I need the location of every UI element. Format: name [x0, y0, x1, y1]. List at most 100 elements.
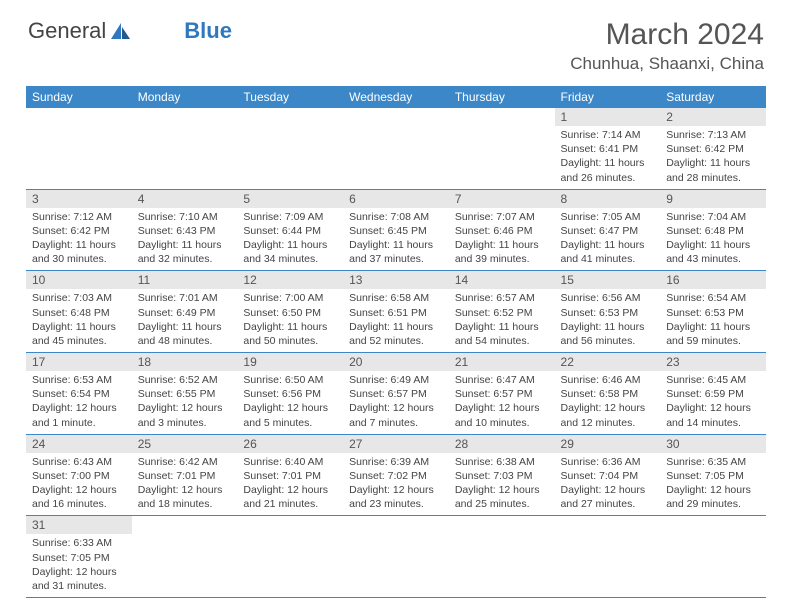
day-number: 29 — [555, 435, 661, 453]
day-number: 30 — [660, 435, 766, 453]
day-details: Sunrise: 7:10 AMSunset: 6:43 PMDaylight:… — [132, 208, 238, 271]
day-number: 22 — [555, 353, 661, 371]
day-number: 21 — [449, 353, 555, 371]
day-number: 15 — [555, 271, 661, 289]
calendar-cell: 20Sunrise: 6:49 AMSunset: 6:57 PMDayligh… — [343, 353, 449, 435]
calendar-cell-empty — [132, 516, 238, 598]
day-details: Sunrise: 6:35 AMSunset: 7:05 PMDaylight:… — [660, 453, 766, 516]
calendar-cell: 17Sunrise: 6:53 AMSunset: 6:54 PMDayligh… — [26, 353, 132, 435]
calendar-cell: 8Sunrise: 7:05 AMSunset: 6:47 PMDaylight… — [555, 189, 661, 271]
logo-text-2: Blue — [184, 18, 232, 44]
day-details: Sunrise: 7:12 AMSunset: 6:42 PMDaylight:… — [26, 208, 132, 271]
calendar-body: 1Sunrise: 7:14 AMSunset: 6:41 PMDaylight… — [26, 108, 766, 598]
calendar-cell: 16Sunrise: 6:54 AMSunset: 6:53 PMDayligh… — [660, 271, 766, 353]
day-details: Sunrise: 6:49 AMSunset: 6:57 PMDaylight:… — [343, 371, 449, 434]
day-number: 12 — [237, 271, 343, 289]
day-number: 28 — [449, 435, 555, 453]
day-details: Sunrise: 6:46 AMSunset: 6:58 PMDaylight:… — [555, 371, 661, 434]
day-details: Sunrise: 7:07 AMSunset: 6:46 PMDaylight:… — [449, 208, 555, 271]
location: Chunhua, Shaanxi, China — [570, 54, 764, 74]
calendar-cell: 5Sunrise: 7:09 AMSunset: 6:44 PMDaylight… — [237, 189, 343, 271]
day-details: Sunrise: 7:08 AMSunset: 6:45 PMDaylight:… — [343, 208, 449, 271]
calendar-row: 10Sunrise: 7:03 AMSunset: 6:48 PMDayligh… — [26, 271, 766, 353]
calendar-row: 17Sunrise: 6:53 AMSunset: 6:54 PMDayligh… — [26, 353, 766, 435]
calendar-row: 3Sunrise: 7:12 AMSunset: 6:42 PMDaylight… — [26, 189, 766, 271]
day-number: 26 — [237, 435, 343, 453]
calendar-cell: 21Sunrise: 6:47 AMSunset: 6:57 PMDayligh… — [449, 353, 555, 435]
weekday-header: Monday — [132, 86, 238, 108]
calendar-cell-empty — [449, 516, 555, 598]
calendar-cell: 1Sunrise: 7:14 AMSunset: 6:41 PMDaylight… — [555, 108, 661, 189]
day-number: 24 — [26, 435, 132, 453]
calendar-cell: 25Sunrise: 6:42 AMSunset: 7:01 PMDayligh… — [132, 434, 238, 516]
day-details: Sunrise: 6:40 AMSunset: 7:01 PMDaylight:… — [237, 453, 343, 516]
day-details: Sunrise: 6:45 AMSunset: 6:59 PMDaylight:… — [660, 371, 766, 434]
calendar-cell: 9Sunrise: 7:04 AMSunset: 6:48 PMDaylight… — [660, 189, 766, 271]
calendar-cell: 30Sunrise: 6:35 AMSunset: 7:05 PMDayligh… — [660, 434, 766, 516]
calendar-cell-empty — [555, 516, 661, 598]
day-number: 10 — [26, 271, 132, 289]
day-details: Sunrise: 6:36 AMSunset: 7:04 PMDaylight:… — [555, 453, 661, 516]
calendar-cell-empty — [132, 108, 238, 189]
calendar-cell: 28Sunrise: 6:38 AMSunset: 7:03 PMDayligh… — [449, 434, 555, 516]
calendar-cell-empty — [343, 108, 449, 189]
calendar-cell: 22Sunrise: 6:46 AMSunset: 6:58 PMDayligh… — [555, 353, 661, 435]
sail-icon — [110, 21, 132, 41]
day-details: Sunrise: 6:47 AMSunset: 6:57 PMDaylight:… — [449, 371, 555, 434]
calendar-cell: 3Sunrise: 7:12 AMSunset: 6:42 PMDaylight… — [26, 189, 132, 271]
day-details: Sunrise: 6:39 AMSunset: 7:02 PMDaylight:… — [343, 453, 449, 516]
weekday-header: Sunday — [26, 86, 132, 108]
weekday-header: Tuesday — [237, 86, 343, 108]
calendar-cell: 23Sunrise: 6:45 AMSunset: 6:59 PMDayligh… — [660, 353, 766, 435]
weekday-header: Friday — [555, 86, 661, 108]
day-details: Sunrise: 7:01 AMSunset: 6:49 PMDaylight:… — [132, 289, 238, 352]
day-number: 2 — [660, 108, 766, 126]
day-details: Sunrise: 7:14 AMSunset: 6:41 PMDaylight:… — [555, 126, 661, 189]
calendar-cell-empty — [237, 108, 343, 189]
day-number: 27 — [343, 435, 449, 453]
day-details: Sunrise: 7:04 AMSunset: 6:48 PMDaylight:… — [660, 208, 766, 271]
calendar-cell-empty — [343, 516, 449, 598]
day-number: 1 — [555, 108, 661, 126]
day-details: Sunrise: 7:03 AMSunset: 6:48 PMDaylight:… — [26, 289, 132, 352]
logo-text-1: General — [28, 18, 106, 44]
day-number: 16 — [660, 271, 766, 289]
weekday-header: Saturday — [660, 86, 766, 108]
calendar-cell: 6Sunrise: 7:08 AMSunset: 6:45 PMDaylight… — [343, 189, 449, 271]
calendar-cell: 2Sunrise: 7:13 AMSunset: 6:42 PMDaylight… — [660, 108, 766, 189]
day-details: Sunrise: 6:57 AMSunset: 6:52 PMDaylight:… — [449, 289, 555, 352]
day-number: 19 — [237, 353, 343, 371]
day-number: 8 — [555, 190, 661, 208]
day-number: 11 — [132, 271, 238, 289]
calendar-cell: 4Sunrise: 7:10 AMSunset: 6:43 PMDaylight… — [132, 189, 238, 271]
calendar-cell-empty — [449, 108, 555, 189]
calendar-table: SundayMondayTuesdayWednesdayThursdayFrid… — [26, 86, 766, 598]
day-number: 7 — [449, 190, 555, 208]
day-details: Sunrise: 7:00 AMSunset: 6:50 PMDaylight:… — [237, 289, 343, 352]
day-details: Sunrise: 7:09 AMSunset: 6:44 PMDaylight:… — [237, 208, 343, 271]
day-number: 9 — [660, 190, 766, 208]
day-number: 25 — [132, 435, 238, 453]
day-number: 23 — [660, 353, 766, 371]
calendar-row: 1Sunrise: 7:14 AMSunset: 6:41 PMDaylight… — [26, 108, 766, 189]
day-details: Sunrise: 6:54 AMSunset: 6:53 PMDaylight:… — [660, 289, 766, 352]
logo: General Blue — [28, 18, 232, 44]
day-number: 5 — [237, 190, 343, 208]
day-details: Sunrise: 6:53 AMSunset: 6:54 PMDaylight:… — [26, 371, 132, 434]
calendar-row: 24Sunrise: 6:43 AMSunset: 7:00 PMDayligh… — [26, 434, 766, 516]
day-details: Sunrise: 6:43 AMSunset: 7:00 PMDaylight:… — [26, 453, 132, 516]
calendar-cell: 14Sunrise: 6:57 AMSunset: 6:52 PMDayligh… — [449, 271, 555, 353]
calendar-cell-empty — [660, 516, 766, 598]
day-number: 3 — [26, 190, 132, 208]
day-details: Sunrise: 6:33 AMSunset: 7:05 PMDaylight:… — [26, 534, 132, 597]
calendar-cell: 15Sunrise: 6:56 AMSunset: 6:53 PMDayligh… — [555, 271, 661, 353]
calendar-cell: 13Sunrise: 6:58 AMSunset: 6:51 PMDayligh… — [343, 271, 449, 353]
month-title: March 2024 — [570, 18, 764, 52]
day-details: Sunrise: 6:50 AMSunset: 6:56 PMDaylight:… — [237, 371, 343, 434]
day-details: Sunrise: 6:38 AMSunset: 7:03 PMDaylight:… — [449, 453, 555, 516]
calendar-cell: 11Sunrise: 7:01 AMSunset: 6:49 PMDayligh… — [132, 271, 238, 353]
title-block: March 2024 Chunhua, Shaanxi, China — [570, 18, 764, 74]
calendar-cell: 24Sunrise: 6:43 AMSunset: 7:00 PMDayligh… — [26, 434, 132, 516]
calendar-cell: 10Sunrise: 7:03 AMSunset: 6:48 PMDayligh… — [26, 271, 132, 353]
day-details: Sunrise: 7:13 AMSunset: 6:42 PMDaylight:… — [660, 126, 766, 189]
